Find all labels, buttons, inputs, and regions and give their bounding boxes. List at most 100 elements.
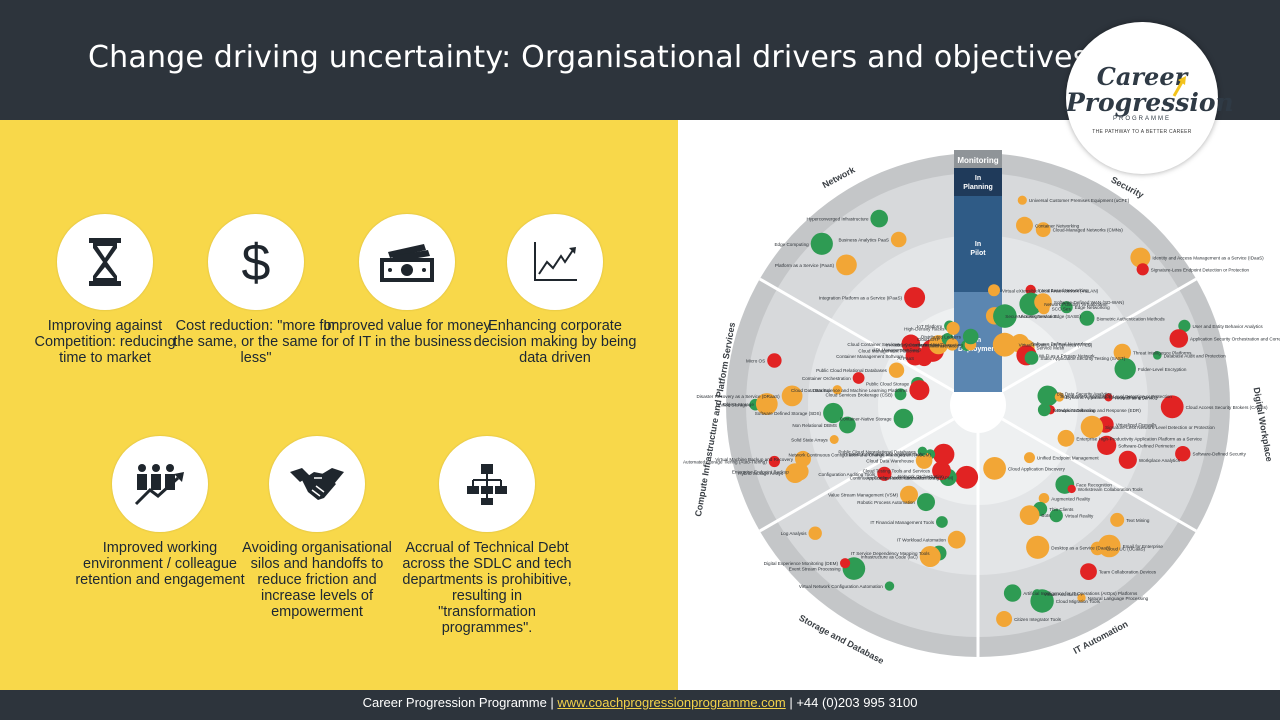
radar-item-label: Workstream Collaboration Tools (1078, 487, 1144, 492)
driver-icon-circle (507, 214, 603, 310)
radar-item-label: Email for Enterprise (1123, 544, 1164, 549)
radar-item-label: Object Storage (723, 402, 754, 407)
radar-item-label: Unified Storage (716, 403, 748, 408)
radar-item-label: Network Function Virtualization (1044, 302, 1108, 307)
radar-item-label: Natural Language Processing (1088, 596, 1149, 601)
radar-item-label: Software Defined Networking (1031, 341, 1091, 346)
radar-item-label: In-Memory Computing (IMC) (886, 342, 945, 347)
radar-item-dot (890, 231, 907, 248)
radar-item-label: Identity and Access Management as a Serv… (1152, 256, 1264, 261)
radar-item-dot (1160, 395, 1184, 419)
radar-item-label: Folder-Level Encryption (1138, 367, 1187, 372)
driver-label: Cost reduction: "more for the same, or t… (173, 318, 339, 366)
radar-item-dot (988, 284, 1000, 297)
radar-item-dot (947, 530, 966, 549)
radar-ring-label: In (975, 175, 981, 182)
footer-org: Career Progression Programme (362, 695, 547, 710)
radar-item-label: Distributed Ledgers (921, 335, 962, 340)
radar-item-label: Cloud UC (UCaaS) (1106, 546, 1146, 551)
radar-item-label: Augmented Reality (1051, 496, 1091, 501)
radar-item-dot (768, 455, 780, 468)
radar-item-dot (1110, 512, 1125, 527)
radar-item-label: Microsegmentation (1019, 314, 1058, 319)
radar-item-label: Data Science and Machine Learning Platfo… (813, 388, 908, 393)
radar-item-label: Software-Defined Perimeter (1118, 443, 1175, 448)
radar-item-label: Thin Clients (1049, 507, 1074, 512)
radar-item-dot (1038, 302, 1050, 315)
radar-item-dot (932, 461, 951, 481)
radar-item-dot (1178, 319, 1191, 332)
radar-item-label: Intent Based Networking (1038, 288, 1088, 293)
radar-item-dot (795, 450, 811, 467)
driver-card: Avoiding organisational silos and handof… (232, 436, 402, 620)
radar-item-dot (1153, 351, 1162, 360)
radar-item-label: IT Workload Automation (897, 538, 946, 543)
radar-item-label: Serverless Computing (917, 343, 963, 348)
radar-item-dot (1057, 429, 1075, 447)
radar-item-label: Container Management Software (836, 354, 904, 359)
radar-item-label: Log Analysis (781, 531, 807, 536)
team-growth-icon (134, 464, 184, 506)
driver-icon-circle (359, 214, 455, 310)
radar-item-dot (917, 493, 935, 512)
radar-item-label: Cloud Application Discovery (1008, 466, 1066, 471)
trend-chart-icon (534, 242, 577, 281)
radar-item-dot (790, 462, 809, 481)
radar-item-label: Value Stream Management (VSM) (828, 493, 898, 498)
radar-item-label: Platform as a Service (PaaS) (775, 263, 835, 268)
radar-monitoring-band (954, 150, 1002, 168)
driver-label: Improved value for money of IT in the bu… (323, 318, 491, 350)
radar-item-dot (1098, 534, 1121, 558)
driver-icon-circle (439, 436, 535, 532)
radar-item-dot (1090, 541, 1105, 556)
radar-ring-label: In (975, 337, 981, 344)
radar-item-label: Software-Defined Security (1193, 452, 1247, 457)
handshake-icon (290, 468, 344, 500)
driver-card: Enhancing corporate decision making by b… (470, 214, 640, 366)
radar-item-label: Biometric Authentication Methods (1097, 316, 1166, 321)
radar-item-label: Cloud Container Services (847, 342, 900, 347)
radar-item-dot (839, 416, 856, 434)
radar-item-label: Face Recognition (1076, 483, 1112, 488)
radar-item-label: Static Application Security Testing (SAS… (1040, 356, 1125, 361)
radar-item-label: Network Orchestration (898, 474, 944, 479)
driver-card: Improving against Competition: reducing … (20, 214, 190, 366)
radar-item-dot (1019, 505, 1040, 525)
radar-item-label: Robotic Process Automation (857, 500, 915, 505)
radar-item-dot (1118, 450, 1137, 469)
radar-item-dot (933, 443, 955, 466)
radar-item-label: Software Defined Storage (SDS) (755, 411, 822, 416)
radar-item-dot (1175, 446, 1191, 462)
radar-item-dot (1030, 589, 1054, 613)
radar-item-label: Virtual Network Configuration Automation (799, 584, 883, 589)
radar-item-label: Signature-Less Endpoint Detection or Pro… (1151, 267, 1250, 272)
radar-item-label: API Management PaaS (873, 348, 921, 353)
radar-item-label: Big Data Security Analytics (1057, 392, 1113, 397)
radar-item-dot (877, 466, 892, 481)
radar-item-label: Integration Platform as a Service (iPaaS… (819, 296, 903, 301)
radar-item-label: Public Cloud Nonrelational Databases (838, 449, 916, 454)
radar-item-label: Disaster Recovery as a Service (DRaaS) (696, 394, 780, 399)
footer-website-link[interactable]: www.coachprogressionprogramme.com (557, 695, 786, 710)
radar-ring-label: Planning (963, 184, 993, 191)
radar-item-dot (993, 304, 1017, 328)
radar-item-label: OS Containers (897, 343, 928, 348)
radar-item-dot (852, 372, 865, 384)
radar-item-dot (1079, 310, 1095, 326)
radar-ring-label: Deployment (958, 346, 999, 353)
footer: Career Progression Programme | www.coach… (0, 690, 1280, 720)
radar-item-dot (917, 446, 928, 456)
radar-item-label: Threat Intelligence Platforms (1133, 350, 1192, 355)
dollar-icon: $ (242, 234, 271, 290)
footer-separator: | (785, 695, 797, 710)
drivers-panel: Improving against Competition: reducing … (0, 120, 678, 690)
radar-item-dot (781, 385, 803, 407)
radar-item-label: Virtualized Firewalls (1116, 423, 1157, 428)
radar-item-label: Hybrid Storage Arrays (738, 471, 784, 476)
logo-line-3: PROGRAMME (1112, 116, 1171, 122)
radar-item-dot (1060, 301, 1073, 314)
radar-item-label: High-Density Racks (904, 326, 945, 331)
radar-item-dot (1067, 484, 1076, 494)
radar-item-label: IT Event Correlation and Analysis Tools (843, 452, 923, 457)
driver-label: Accrual of Technical Debt across the SDL… (402, 540, 572, 636)
